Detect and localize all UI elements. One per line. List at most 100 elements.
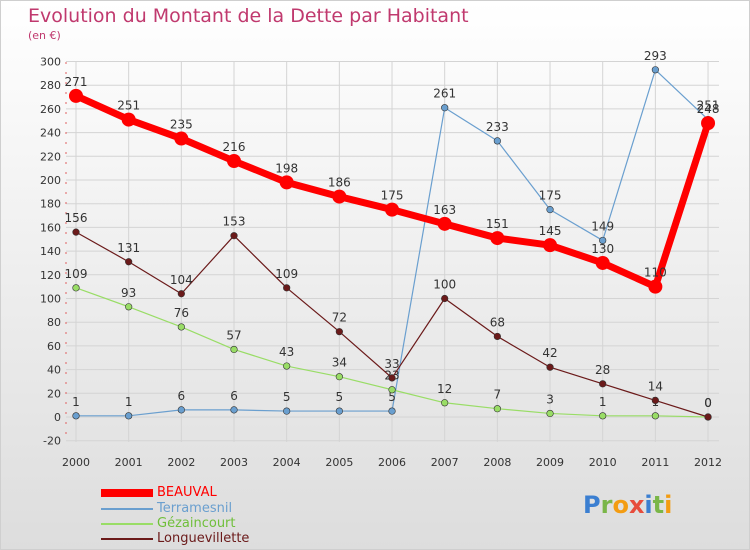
data-point (335, 407, 343, 415)
data-label: 5 (388, 390, 396, 404)
proxiti-logo: Proxiti (583, 491, 673, 519)
legend-swatch (101, 489, 153, 497)
x-tick-label: 2007 (431, 456, 459, 469)
legend-swatch (101, 538, 153, 540)
data-label: 1 (599, 395, 607, 409)
data-label: 0 (704, 396, 712, 410)
data-point (230, 406, 238, 414)
data-point (704, 413, 712, 421)
data-label: 233 (486, 120, 509, 134)
data-point (546, 409, 554, 418)
x-tick-label: 2005 (325, 456, 353, 469)
data-point (177, 290, 185, 298)
x-tick-label: 2009 (536, 456, 564, 469)
x-tick-label: 2008 (483, 456, 511, 469)
data-label: 5 (336, 390, 344, 404)
legend-item: Longuevillette (101, 531, 301, 547)
chart-title: Evolution du Montant de la Dette par Hab… (28, 5, 469, 27)
y-tick-label: 200 (40, 174, 61, 187)
data-point (651, 66, 659, 74)
data-point (437, 216, 452, 231)
data-label: 175 (539, 189, 562, 203)
data-point (441, 104, 449, 112)
data-label: 235 (170, 118, 193, 132)
data-point (546, 363, 554, 371)
data-point (599, 236, 607, 245)
x-tick-label: 2004 (273, 456, 301, 469)
data-label: 198 (275, 161, 298, 175)
data-label: 100 (433, 278, 456, 292)
x-tick-label: 2002 (167, 456, 195, 469)
y-tick-label: 140 (40, 245, 61, 258)
legend-label: Terramesnil (157, 501, 233, 516)
data-label: 76 (174, 306, 189, 320)
data-label: 28 (595, 363, 610, 377)
data-point (599, 380, 607, 388)
data-label: 261 (433, 87, 456, 101)
y-tick-label: 180 (40, 198, 61, 211)
y-tick-label: 100 (40, 293, 61, 306)
data-point (595, 255, 610, 270)
data-point (230, 232, 238, 240)
legend-item: Gézaincourt (101, 516, 301, 532)
data-point (72, 228, 80, 236)
data-point (493, 137, 501, 145)
data-point (283, 407, 291, 415)
x-tick-label: 2012 (694, 456, 722, 469)
data-label: 33 (384, 357, 399, 371)
data-label: 186 (328, 176, 351, 190)
data-point (177, 323, 185, 331)
data-point (283, 284, 291, 292)
data-point (490, 231, 505, 246)
y-tick-label: 80 (47, 316, 61, 329)
data-point (125, 412, 133, 420)
data-label: 130 (591, 242, 614, 256)
legend-swatch (101, 508, 153, 510)
data-point (72, 284, 80, 292)
data-label: 68 (490, 315, 505, 329)
data-label: 57 (226, 328, 241, 342)
data-label: 43 (279, 345, 294, 359)
chart-unit: (en €) (28, 29, 61, 42)
data-label: 14 (648, 379, 663, 393)
data-label: 0 (704, 396, 712, 410)
data-point (335, 328, 343, 336)
x-tick-label: 2011 (641, 456, 669, 469)
data-point (648, 279, 663, 294)
data-point (332, 189, 347, 204)
data-label: 1 (125, 395, 133, 409)
data-point (388, 407, 396, 415)
y-tick-label: 160 (40, 221, 61, 234)
data-label: 93 (121, 286, 136, 300)
data-label: 216 (223, 140, 246, 154)
data-label: 271 (65, 75, 88, 89)
data-label: 3 (546, 392, 554, 406)
data-label: 42 (542, 346, 557, 360)
data-label: 7 (494, 388, 502, 402)
data-point (385, 202, 400, 217)
data-point (599, 412, 607, 420)
data-point (121, 112, 136, 127)
data-label: 5 (283, 390, 291, 404)
data-point (441, 399, 449, 407)
y-tick-label: 60 (47, 340, 61, 353)
x-tick-label: 2006 (378, 456, 406, 469)
y-tick-label: 20 (47, 387, 61, 400)
data-point (543, 238, 558, 253)
legend-item: BEAUVAL (101, 485, 301, 501)
data-point (125, 258, 133, 266)
data-label: 151 (486, 217, 509, 231)
y-tick-label: 120 (40, 269, 61, 282)
data-label: 6 (230, 389, 238, 403)
x-tick-label: 2003 (220, 456, 248, 469)
data-point (279, 175, 294, 190)
data-label: 72 (332, 311, 347, 325)
data-label: 109 (65, 267, 88, 281)
data-point (283, 362, 291, 370)
data-point (69, 88, 83, 103)
x-tick-label: 2000 (62, 456, 90, 469)
data-label: 104 (170, 273, 193, 287)
legend-swatch (101, 523, 153, 525)
data-point (493, 405, 501, 413)
data-point (651, 412, 659, 420)
